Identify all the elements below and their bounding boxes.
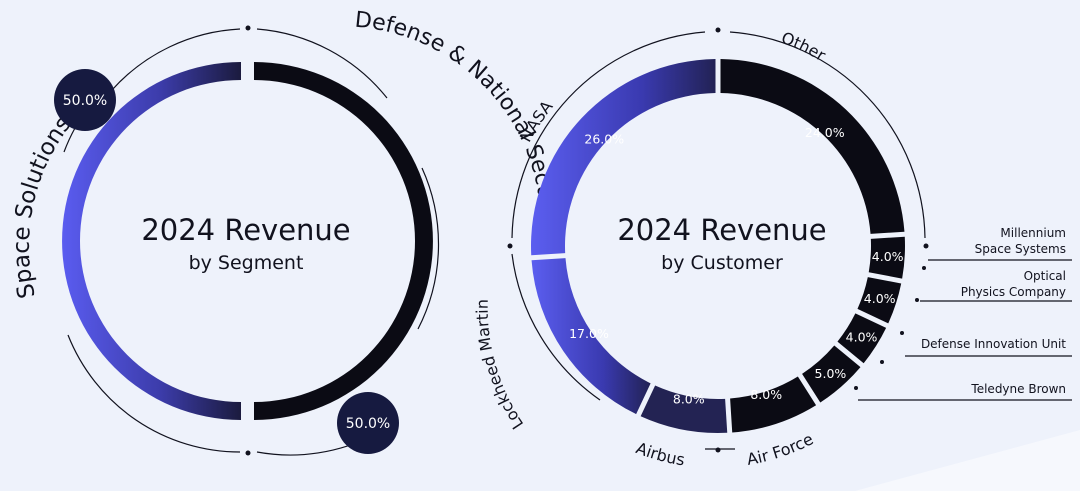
customer-label-air-force: Air Force	[745, 429, 816, 469]
customer-slices	[531, 59, 905, 433]
segment-outer-ring-top-right	[256, 28, 388, 99]
customer-value-nasa: 26.0%	[584, 132, 624, 147]
segment-center-subtitle: by Segment	[189, 252, 304, 274]
customer-label-other: Other	[779, 28, 829, 65]
segment-slice-space	[62, 62, 242, 420]
segment-outer-ring-right	[417, 167, 440, 330]
customer-outer-ring-left	[511, 31, 706, 239]
segment-badge-space	[54, 69, 116, 131]
customer-ring-dot-bottom	[715, 447, 721, 453]
customer-value-air-force: 8.0%	[750, 387, 782, 402]
customer-slice-values: 24.0% 4.0% 4.0% 4.0% 5.0% 8.0% 8.0% 17.0% 26.0%	[569, 125, 904, 407]
customer-slice-nasa	[531, 59, 716, 256]
customer-ring-dot-right	[923, 243, 929, 249]
customer-outer-ring-right	[729, 31, 926, 239]
segment-center-title: 2024 Revenue	[141, 213, 350, 247]
customer-slice-optical-physics-company	[857, 277, 902, 324]
customer-label-lockheed: Lockheed Martin	[473, 299, 528, 433]
customer-slice-air-force	[730, 376, 817, 433]
customer-value-defense-innovation-unit: 4.0%	[846, 330, 878, 345]
customer-value-teledyne-brown: 5.0%	[815, 366, 847, 381]
segment-outer-ring-bottom-left	[67, 334, 241, 453]
customer-slice-lockheed-martin	[531, 258, 651, 415]
customer-label-millennium-line1: Millennium	[1000, 226, 1066, 240]
customer-value-other: 24.0%	[805, 125, 845, 140]
segment-badge-space-value: 50.0%	[63, 93, 107, 109]
customer-label-millennium-line2: Space Systems	[975, 242, 1066, 256]
segment-badge-defense	[337, 392, 399, 454]
customer-tick-dot-3	[900, 331, 904, 335]
customer-slice-teledyne-brown	[802, 345, 861, 403]
segment-ring-dot-top	[245, 25, 251, 31]
customer-slice-airbus	[640, 385, 728, 433]
background-fold	[855, 430, 1080, 491]
customer-value-millennium-space-systems: 4.0%	[872, 249, 904, 264]
segment-ring-dot-bottom	[245, 450, 251, 456]
customer-tick-dot-1	[922, 266, 926, 270]
customer-label-airbus: Airbus	[633, 438, 686, 469]
customer-label-teledyne: Teledyne Brown	[970, 382, 1066, 396]
customer-center-title: 2024 Revenue	[617, 213, 826, 247]
customer-slice-other	[720, 59, 905, 234]
customer-tick-dot-2	[915, 298, 919, 302]
segment-badge-defense-value: 50.0%	[346, 416, 390, 432]
customer-tick-dot-5	[854, 386, 858, 390]
customer-slice-defense-innovation-unit	[837, 313, 887, 364]
customer-value-optical-physics-company: 4.0%	[864, 291, 896, 306]
customer-outer-ring-lower-left	[511, 253, 601, 401]
segment-donut-chart: 2024 Revenue by Segment Space Solutions …	[9, 8, 560, 456]
customer-donut-chart: 24.0%4.0%4.0%4.0%5.0%8.0%8.0%17.0%26.0% …	[473, 27, 1072, 469]
customer-ring-dot-left	[507, 243, 513, 249]
customer-label-optical-line2: Physics Company	[961, 285, 1066, 299]
customer-label-optical-line1: Optical	[1024, 269, 1066, 283]
customer-value-lockheed-martin: 17.0%	[569, 326, 609, 341]
customer-center-subtitle: by Customer	[661, 252, 783, 274]
segment-outer-ring-top-left	[111, 28, 241, 91]
customer-value-airbus: 8.0%	[673, 392, 705, 407]
customer-label-diu: Defense Innovation Unit	[921, 337, 1066, 351]
segment-slice-defense	[254, 62, 433, 420]
customer-slice-millennium-space-systems	[868, 236, 905, 279]
customer-ring-dot-top	[715, 27, 721, 33]
customer-tick-dot-4	[880, 360, 884, 364]
